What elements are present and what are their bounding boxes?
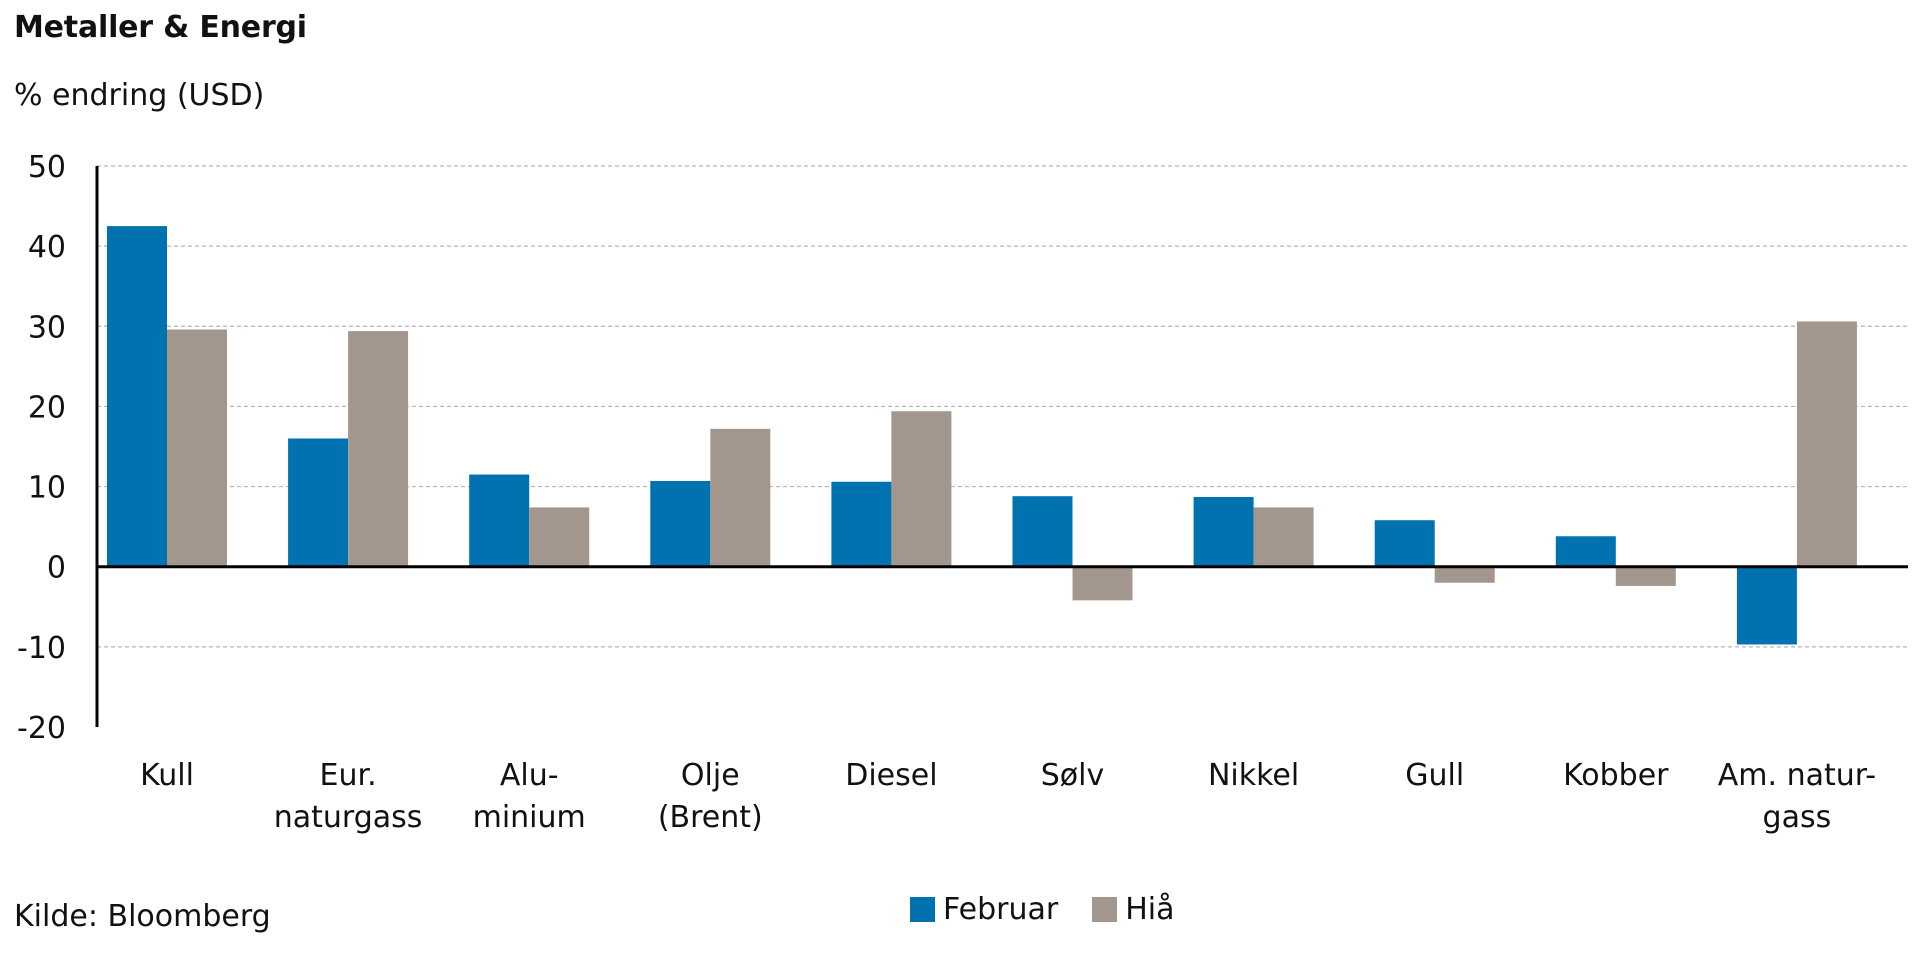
legend-label-hia: Hiå: [1125, 892, 1175, 927]
x-category-label: Sølv: [1041, 758, 1105, 793]
axes: [95, 166, 1908, 727]
bar-februar: [650, 480, 711, 567]
bar-hia: [710, 428, 771, 567]
axis-labels: -20 -10 0 10 20 30 40 50 Kull Eur. naturgass Alu-mi…: [17, 150, 1876, 835]
x-category-label: Kobber: [1563, 758, 1669, 793]
y-tick-label: 50: [28, 150, 66, 185]
bar-februar: [107, 226, 167, 567]
bar-hia: [1253, 507, 1314, 567]
legend: Februar Hiå: [910, 892, 1208, 927]
x-category-label: Olje: [681, 758, 740, 793]
bar-februar: [1374, 520, 1435, 567]
bar-februar: [1555, 536, 1616, 567]
bar-februar: [1736, 566, 1797, 645]
x-category-label: gass: [1763, 800, 1832, 835]
bar-februar: [831, 481, 892, 567]
y-tick-label: 40: [28, 230, 66, 265]
bar-februar: [469, 474, 530, 567]
chart-subtitle: % endring (USD): [14, 78, 265, 113]
bar-februar: [288, 438, 349, 567]
y-tick-label: -10: [17, 631, 66, 666]
y-tick-label: -20: [17, 711, 66, 746]
bar-hia: [1615, 566, 1676, 586]
x-category-label: Am. natur-: [1718, 758, 1876, 793]
x-category-label: naturgass: [274, 800, 423, 835]
bar-februar: [1193, 496, 1254, 567]
bar-hia: [167, 329, 227, 567]
source-note: Kilde: Bloomberg: [14, 899, 271, 934]
bar-hia: [529, 507, 590, 567]
y-tick-label: 0: [47, 551, 66, 586]
bars: [107, 226, 1857, 645]
y-tick-label: 20: [28, 390, 66, 425]
bar-hia: [1072, 566, 1133, 601]
legend-item-hia: Hiå: [1092, 892, 1174, 927]
legend-swatch-hia: [1092, 897, 1118, 922]
x-category-label: minium: [473, 800, 586, 835]
bar-hia: [348, 331, 409, 567]
legend-item-februar: Februar: [910, 892, 1058, 927]
x-category-label: Diesel: [845, 758, 937, 793]
legend-label-februar: Februar: [943, 892, 1059, 927]
bar-hia: [891, 411, 952, 567]
x-category-label: Gull: [1405, 758, 1464, 793]
x-category-label: (Brent): [658, 800, 763, 835]
x-category-label: Nikkel: [1208, 758, 1299, 793]
bar-februar: [1012, 496, 1073, 567]
x-category-label: Alu-: [500, 758, 559, 793]
x-category-label: Kull: [140, 758, 194, 793]
y-tick-label: 10: [28, 471, 66, 506]
y-tick-label: 30: [28, 310, 66, 345]
bar-hia: [1796, 321, 1857, 567]
x-category-label: Eur.: [320, 758, 377, 793]
legend-swatch-februar: [910, 897, 935, 922]
chart-title: Metaller & Energi: [14, 10, 307, 45]
bar-hia: [1434, 566, 1495, 583]
